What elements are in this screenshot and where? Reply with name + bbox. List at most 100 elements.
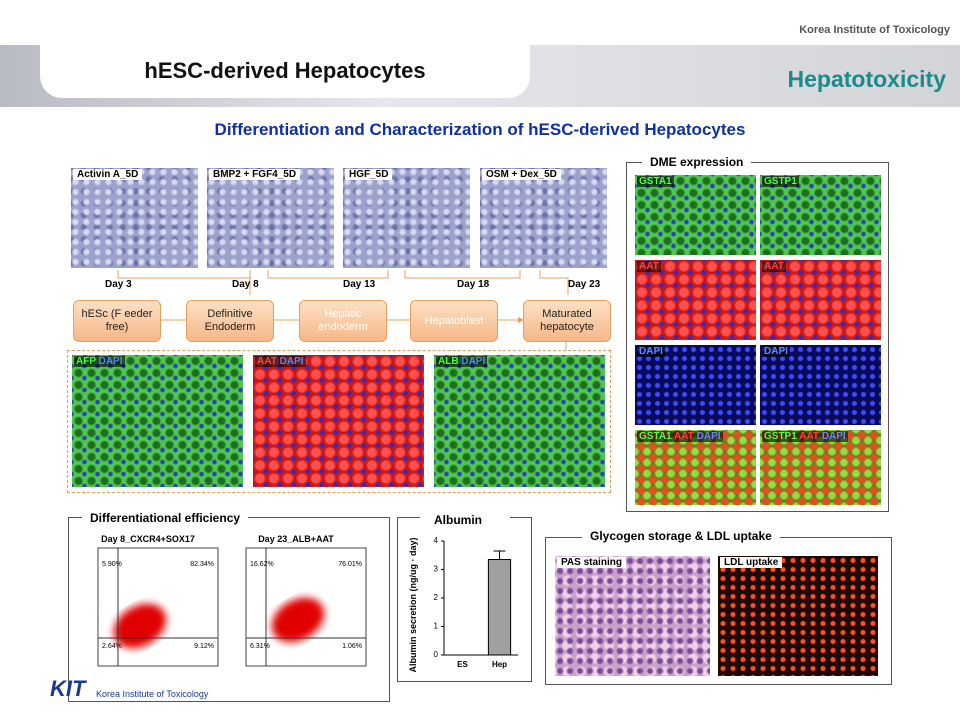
dme-image: GSTA1 AAT DAPI: [635, 430, 756, 505]
day-label: Day 23: [568, 279, 601, 290]
y-tick-label: 1: [434, 622, 439, 631]
quadrant-label: 1.06%: [342, 643, 362, 650]
bar: [487, 559, 512, 656]
step-box: Definitive Endoderm: [186, 300, 274, 342]
image-label: BMP2 + FGF4_5D: [209, 169, 301, 180]
panel-label: AAT: [639, 261, 659, 272]
flow-plots: Day 8_CXCR4+SOX17 5.90% 82.34% 2.64% 9.12% Da…: [97, 534, 367, 667]
panel-label: GSTP1: [764, 431, 797, 442]
culture-image: HGF_5D: [343, 168, 470, 268]
stain-label: AFP: [76, 356, 96, 367]
image-label: OSM + Dex_5D: [482, 169, 561, 180]
panel-label: AAT: [799, 431, 820, 442]
stain-label: DAPI: [279, 356, 304, 367]
quadrant-label: 76.01%: [338, 561, 362, 568]
scatter-cloud: [113, 603, 167, 649]
dme-title: DME expression: [642, 155, 752, 169]
dme-label: DAPI: [637, 346, 665, 357]
subtitle: Differentiation and Characterization of …: [214, 120, 746, 139]
panel-label: GSTA1: [639, 431, 672, 442]
y-tick-label: 2: [434, 593, 439, 602]
y-tick-label: 4: [434, 536, 439, 545]
dme-image: GSTA1: [635, 175, 756, 255]
plot-frame: [97, 547, 219, 667]
image-label: Activin A_5D: [73, 169, 143, 180]
day-label: Day 3: [105, 279, 132, 290]
dme-label: DAPI: [762, 346, 790, 357]
day-label: Day 18: [457, 279, 490, 290]
panel-label: DAPI: [821, 431, 846, 442]
image-label: HGF_5D: [345, 169, 393, 180]
chart-title: Albumin: [434, 513, 482, 527]
dme-image: DAPI: [760, 345, 881, 425]
pas-image: PAS staining: [555, 556, 710, 676]
plot-frame: [245, 547, 367, 667]
dme-label: AAT: [637, 261, 661, 272]
quadrant-label: 2.64%: [102, 643, 122, 650]
quadrant-label: 82.34%: [190, 561, 214, 568]
panel-label: DAPI: [764, 346, 788, 357]
timeline-lines: [117, 270, 569, 350]
quadrant-label: 6.31%: [250, 643, 270, 650]
panel-label: DAPI: [639, 346, 663, 357]
panel-label: AAT: [674, 431, 694, 442]
day-label: Day 8: [232, 279, 259, 290]
stain-image: ALB DAPI: [434, 355, 605, 487]
step-box: Hepatic endoderm: [299, 300, 387, 342]
step-box: Hepatoblast: [410, 300, 498, 342]
panel-label: DAPI: [696, 431, 721, 442]
albumin-chart: Albumin Albumin secretion (ng/ug · day) …: [408, 511, 518, 673]
stain-label: DAPI: [461, 356, 486, 367]
quadrant-label: 9.12%: [194, 643, 214, 650]
footer-logo: KIT: [50, 676, 86, 701]
stain-label: ALB: [438, 356, 459, 367]
stain-image: AFP DAPI: [72, 355, 243, 487]
footer-org: Korea Institute of Toxicology: [96, 689, 209, 699]
org-header: Korea Institute of Toxicology: [799, 24, 950, 36]
panel-label: GSTA1: [639, 176, 672, 187]
x-tick-label: Hep: [492, 660, 507, 669]
dme-frame: [626, 162, 889, 512]
dme-label: GSTP1: [762, 176, 799, 187]
y-tick-label: 0: [434, 650, 439, 659]
quadrant-label: 5.90%: [102, 561, 122, 568]
dme-label: GSTA1 AAT DAPI: [637, 431, 723, 442]
stain-label: AAT: [257, 356, 277, 367]
panel-label: GSTP1: [764, 176, 797, 187]
dme-image: DAPI: [635, 345, 756, 425]
dme-image: GSTP1 AAT DAPI: [760, 430, 881, 505]
dme-image: AAT: [635, 260, 756, 340]
plot-title: Day 8_CXCR4+SOX17: [101, 534, 195, 544]
culture-image: OSM + Dex_5D: [480, 168, 607, 268]
scatter-cloud: [271, 597, 325, 643]
dme-label: GSTP1 AAT DAPI: [762, 431, 848, 442]
section-title: Hepatotoxicity: [787, 66, 946, 92]
x-tick-label: ES: [457, 660, 468, 669]
quadrant-label: 16.62%: [250, 561, 274, 568]
dme-label: GSTA1: [637, 176, 674, 187]
culture-image: Activin A_5D: [71, 168, 198, 268]
glycogen-title: Glycogen storage & LDL uptake: [582, 529, 780, 543]
step-box: Maturated hepatocyte: [523, 300, 611, 342]
title-tab: [40, 45, 530, 98]
panel-label: LDL uptake: [720, 557, 783, 568]
panel-label: AAT: [764, 261, 784, 272]
stain-frame: [67, 350, 611, 493]
stain-label: DAPI: [98, 356, 123, 367]
error-bar: [493, 550, 506, 560]
ldl-image: LDL uptake: [718, 556, 878, 676]
plot-title: Day 23_ALB+AAT: [258, 534, 334, 544]
dme-image: GSTP1: [760, 175, 881, 255]
dme-label: AAT: [762, 261, 786, 272]
stain-image: AAT DAPI: [253, 355, 424, 487]
efficiency-title: Differentiational efficiency: [82, 511, 249, 525]
step-box: hESc (F eeder free): [73, 300, 161, 342]
day-label: Day 13: [343, 279, 376, 290]
y-axis-label: Albumin secretion (ng/ug · day): [408, 537, 418, 672]
y-tick-label: 3: [434, 565, 439, 574]
slide-title: hESC-derived Hepatocytes: [144, 58, 426, 83]
panel-label: PAS staining: [557, 557, 626, 568]
culture-image: BMP2 + FGF4_5D: [207, 168, 334, 268]
dme-image: AAT: [760, 260, 881, 340]
